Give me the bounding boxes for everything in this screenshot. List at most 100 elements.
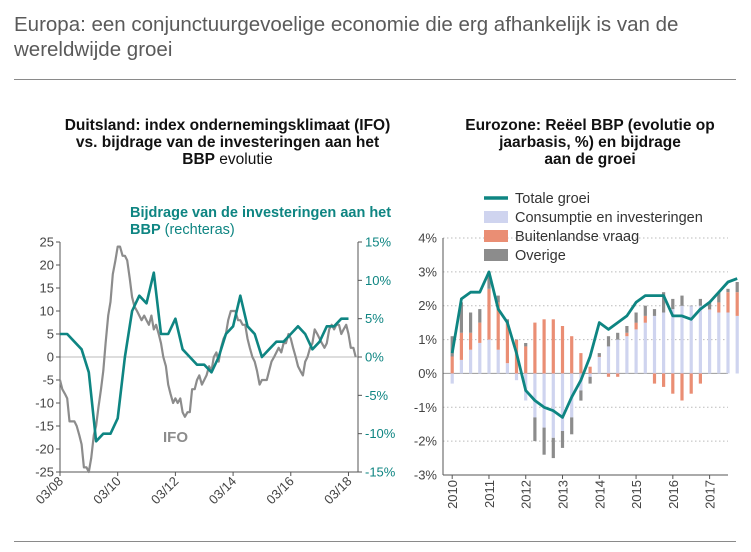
eurozone-bar-segment — [551, 373, 555, 438]
eurozone-bar-segment — [579, 390, 583, 401]
eurozone-legend: Totale groei Consumptie en investeringen B… — [484, 191, 703, 264]
eurozone-y-tick-label: 2% — [418, 298, 437, 313]
bottom-divider — [14, 541, 736, 542]
eurozone-x-tick-label: 2011 — [482, 480, 497, 508]
eurozone-bar-segment — [469, 312, 473, 333]
eurozone-x-tick-label: 2016 — [666, 480, 681, 509]
eurozone-y-tick-label: 1% — [418, 332, 437, 347]
eurozone-y-tick-label: 0% — [418, 366, 437, 381]
eurozone-bar-segment — [496, 349, 500, 374]
legend-label: Totale groei — [515, 191, 590, 207]
eurozone-bar-segment — [634, 322, 638, 330]
ifo-x-tick-label: 03/14 — [206, 474, 240, 508]
eurozone-bar-segment — [662, 312, 666, 374]
eurozone-bar-segment — [469, 332, 473, 350]
ifo-left-tick-label: 10 — [40, 304, 54, 319]
eurozone-bar-segment — [643, 315, 647, 323]
eurozone-bar-segment — [662, 292, 666, 313]
eurozone-total-growth-line — [450, 270, 738, 419]
ifo-tick-labels: 25 20 15 10 5 0 -5 -10 -15 -20 -25 15% 10% 5% 0% -5% -10… — [33, 235, 396, 508]
ifo-title-evolutie: evolutie — [215, 151, 273, 168]
eurozone-bar-segment — [450, 373, 454, 384]
eurozone-bar-segment — [717, 292, 721, 303]
inv-series-label-line-2: BBP (rechteras) — [130, 222, 235, 238]
eurozone-bar-segment — [560, 326, 565, 374]
eurozone-bar-segment — [542, 373, 546, 428]
ifo-series-label: IFO — [163, 429, 188, 446]
eurozone-y-tick-label: -2% — [414, 434, 438, 449]
eurozone-bar-segment — [698, 298, 702, 306]
eurozone-bar-segment — [570, 336, 574, 374]
eurozone-bar-segment — [680, 295, 684, 306]
eurozone-bars — [450, 271, 739, 459]
eurozone-bar-segment — [643, 305, 647, 316]
ifo-left-tick-label: -20 — [35, 442, 54, 457]
legend-label: Consumptie en investeringen — [515, 210, 703, 226]
eurozone-y-tick-label: -3% — [414, 468, 438, 483]
eurozone-bar-segment — [652, 373, 657, 384]
eurozone-bar-segment — [505, 319, 509, 323]
eurozone-bar-segment — [487, 288, 491, 340]
eurozone-bar-segment — [551, 437, 555, 459]
eurozone-bar-segment — [735, 292, 739, 316]
eurozone-bar-segment — [533, 417, 537, 442]
eurozone-x-tick-label: 2017 — [703, 480, 718, 509]
eurozone-bar-segment — [514, 339, 519, 341]
eurozone-bar-segment — [505, 322, 509, 364]
eurozone-bar-segment — [459, 359, 463, 374]
eurozone-x-tick-label: 2013 — [556, 480, 571, 509]
eurozone-bar-segment — [533, 322, 537, 374]
eurozone-bar-segment — [634, 312, 638, 323]
eurozone-bar-segment — [634, 329, 638, 374]
eurozone-bar-segment — [606, 373, 611, 377]
eurozone-bar-segment — [662, 373, 666, 387]
eurozone-bar-segment — [698, 373, 702, 384]
eurozone-x-tick-label: 2015 — [629, 480, 644, 509]
ifo-right-tick-label: 5% — [365, 311, 384, 326]
eurozone-tick-labels: 4% 3% 2% 1% 0% -1% -2% -3% 2010 2011 2012 2013 2014 2… — [414, 231, 718, 509]
eurozone-x-tick-label: 2014 — [592, 480, 607, 509]
eurozone-bar-segment — [606, 336, 611, 347]
eurozone-bar-segment — [652, 315, 657, 374]
eurozone-bar-segment — [643, 322, 647, 374]
eurozone-bar-segment — [579, 353, 583, 374]
top-divider — [14, 79, 736, 80]
ifo-series-lines — [58, 245, 357, 474]
eurozone-bar-segment — [708, 309, 712, 374]
eurozone-bar-segment — [671, 373, 675, 394]
eurozone-bar-segment — [717, 312, 721, 374]
ifo-x-tick-label: 03/16 — [263, 474, 297, 508]
eurozone-bar-segment — [514, 339, 519, 374]
eurozone-x-tick-label: 2010 — [445, 480, 460, 509]
inv-series-label-line-1: Bijdrage van de investeringen aan het — [130, 205, 391, 221]
ifo-x-tick-label: 03/08 — [33, 474, 67, 508]
eurozone-bar-segment — [459, 302, 463, 333]
eurozone-bar-segment — [579, 373, 583, 391]
eurozone-bar-segment — [708, 302, 712, 310]
eurozone-bar-segment — [524, 343, 528, 347]
ifo-axes — [56, 241, 362, 476]
eurozone-bar-segment — [542, 319, 546, 374]
ifo-right-tick-label: -10% — [365, 426, 396, 441]
ifo-left-tick-label: 20 — [40, 258, 54, 273]
eurozone-y-tick-label: 4% — [418, 231, 437, 246]
eurozone-bar-segment — [698, 305, 702, 374]
eurozone-bar-segment — [689, 305, 693, 307]
ifo-chart-title: Duitsland: index ondernemingsklimaat (IF… — [40, 117, 415, 168]
ifo-line — [58, 245, 357, 474]
eurozone-bar-segment — [450, 356, 454, 374]
eurozone-bar-segment — [542, 427, 546, 455]
eurozone-bar-segment — [735, 315, 739, 374]
eurozone-bar-segment — [487, 339, 491, 374]
ifo-right-tick-label: 10% — [365, 273, 391, 288]
legend-label: Overige — [515, 248, 566, 264]
eurozone-gridlines — [443, 237, 728, 476]
eurozone-bar-segment — [560, 431, 565, 448]
eurozone-bar-segment — [533, 373, 537, 418]
eurozone-bar-segment — [717, 302, 721, 313]
eurozone-bar-segment — [616, 332, 620, 340]
eurozone-bar-segment — [487, 271, 491, 289]
ifo-right-tick-label: -5% — [365, 388, 389, 403]
legend-swatch — [484, 249, 508, 261]
eurozone-bar-segment — [478, 343, 482, 374]
